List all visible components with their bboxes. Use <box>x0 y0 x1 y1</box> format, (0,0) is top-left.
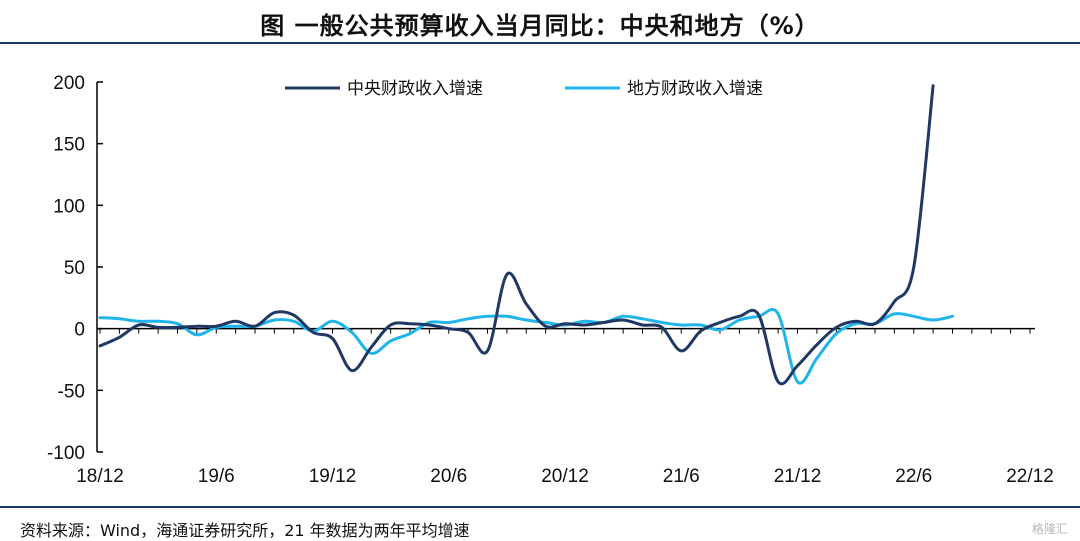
x-tick-label: 19/6 <box>198 466 235 487</box>
y-tick-label: -100 <box>47 443 85 464</box>
legend-label-1: 中央财政收入增速 <box>347 79 483 99</box>
watermark: 格隆汇 <box>1031 522 1068 536</box>
x-tick-label: 20/6 <box>430 466 467 487</box>
legend: 中央财政收入增速 地方财政收入增速 <box>285 79 763 99</box>
y-tick-label: 0 <box>74 320 85 341</box>
x-tick-label: 19/12 <box>309 466 357 487</box>
y-tick-label: 100 <box>53 196 85 217</box>
x-tick-label: 21/12 <box>774 466 822 487</box>
y-tick-label: -50 <box>58 381 85 402</box>
y-tick-label: 50 <box>64 258 85 279</box>
x-tick-label: 20/12 <box>541 466 589 487</box>
legend-label-2: 地方财政收入增速 <box>627 79 763 99</box>
y-tick-label: 200 <box>53 73 85 94</box>
series-line-1 <box>98 84 935 386</box>
source-bar: 资料来源：Wind，海通证券研究所，21 年数据为两年平均增速 格隆汇 <box>0 506 1080 540</box>
x-tick-label: 18/12 <box>76 466 124 487</box>
x-tick-label: 22/6 <box>895 466 932 487</box>
series-line-2 <box>98 308 954 385</box>
x-tick-label: 21/6 <box>663 466 700 487</box>
source-note: 资料来源：Wind，海通证券研究所，21 年数据为两年平均增速 <box>20 521 470 540</box>
y-tick-label: 150 <box>53 135 85 156</box>
x-tick-label: 22/12 <box>1006 466 1054 487</box>
title-bar: 图 一般公共预算收入当月同比：中央和地方（%） <box>0 0 1080 44</box>
chart-title: 图 一般公共预算收入当月同比：中央和地方（%） <box>260 12 820 40</box>
series-layer <box>98 84 954 386</box>
